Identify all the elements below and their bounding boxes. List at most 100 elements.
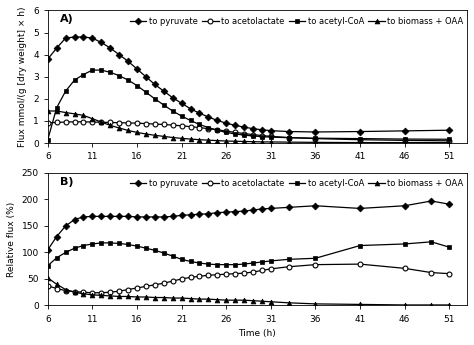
to pyruvate: [63, 224, 68, 228]
to pyruvate: [45, 248, 51, 252]
to pyruvate: [152, 82, 158, 87]
to pyruvate: [206, 115, 211, 119]
to acetolactate: [223, 129, 229, 133]
to acetyl-CoA: [72, 246, 77, 250]
Text: A): A): [60, 14, 74, 24]
to acetyl-CoA: [447, 137, 452, 141]
to biomass + OAA: [197, 297, 202, 301]
to acetolactate: [179, 277, 184, 281]
to acetyl-CoA: [250, 134, 256, 138]
to acetyl-CoA: [99, 241, 104, 245]
to pyruvate: [206, 211, 211, 216]
to acetolactate: [447, 272, 452, 276]
to biomass + OAA: [259, 140, 264, 144]
to acetyl-CoA: [45, 264, 51, 268]
to acetyl-CoA: [286, 136, 292, 140]
to acetyl-CoA: [232, 132, 238, 136]
to pyruvate: [143, 215, 149, 219]
to acetyl-CoA: [206, 126, 211, 130]
to biomass + OAA: [250, 140, 256, 144]
to pyruvate: [250, 127, 256, 131]
to pyruvate: [134, 215, 140, 219]
to acetyl-CoA: [259, 260, 264, 264]
to acetolactate: [45, 121, 51, 125]
to biomass + OAA: [402, 140, 408, 145]
to pyruvate: [357, 129, 363, 134]
to biomass + OAA: [143, 295, 149, 299]
to acetyl-CoA: [161, 251, 166, 255]
to biomass + OAA: [54, 109, 60, 113]
to pyruvate: [63, 36, 68, 40]
to acetyl-CoA: [206, 262, 211, 266]
to pyruvate: [179, 213, 184, 217]
to acetyl-CoA: [402, 137, 408, 141]
X-axis label: Time (h): Time (h): [238, 329, 276, 338]
to acetolactate: [170, 123, 175, 127]
to acetolactate: [188, 275, 193, 279]
to biomass + OAA: [268, 140, 273, 144]
to acetyl-CoA: [357, 244, 363, 248]
to acetyl-CoA: [268, 259, 273, 263]
to acetolactate: [72, 289, 77, 294]
to pyruvate: [402, 204, 408, 208]
to biomass + OAA: [357, 302, 363, 306]
to acetyl-CoA: [99, 68, 104, 72]
to acetolactate: [116, 289, 122, 293]
to pyruvate: [250, 208, 256, 212]
to pyruvate: [447, 202, 452, 206]
to pyruvate: [197, 111, 202, 115]
to acetyl-CoA: [357, 137, 363, 141]
to biomass + OAA: [81, 292, 86, 296]
to acetyl-CoA: [197, 261, 202, 265]
to acetolactate: [152, 122, 158, 126]
to biomass + OAA: [152, 133, 158, 137]
to pyruvate: [197, 212, 202, 216]
to acetyl-CoA: [241, 262, 247, 266]
to acetolactate: [214, 273, 220, 277]
to pyruvate: [312, 204, 318, 208]
to pyruvate: [241, 209, 247, 213]
Text: B): B): [60, 177, 74, 187]
to acetolactate: [188, 125, 193, 129]
to pyruvate: [170, 214, 175, 218]
to biomass + OAA: [108, 294, 113, 298]
to acetyl-CoA: [259, 135, 264, 139]
to pyruvate: [125, 214, 131, 218]
to acetyl-CoA: [179, 114, 184, 118]
to biomass + OAA: [161, 295, 166, 299]
to pyruvate: [170, 96, 175, 100]
Line: to biomass + OAA: to biomass + OAA: [46, 275, 452, 307]
to acetyl-CoA: [232, 263, 238, 267]
to pyruvate: [357, 206, 363, 210]
to pyruvate: [241, 125, 247, 129]
to acetyl-CoA: [223, 263, 229, 267]
to acetyl-CoA: [223, 130, 229, 135]
to pyruvate: [99, 214, 104, 218]
to acetolactate: [134, 121, 140, 125]
to acetyl-CoA: [125, 243, 131, 247]
to pyruvate: [81, 35, 86, 39]
to biomass + OAA: [170, 296, 175, 300]
to acetolactate: [197, 274, 202, 278]
to acetyl-CoA: [54, 256, 60, 260]
to biomass + OAA: [63, 110, 68, 115]
to pyruvate: [286, 205, 292, 209]
to pyruvate: [108, 214, 113, 218]
to pyruvate: [143, 75, 149, 79]
Line: to acetolactate: to acetolactate: [46, 119, 452, 143]
to acetolactate: [357, 138, 363, 142]
to acetyl-CoA: [143, 246, 149, 250]
to acetyl-CoA: [63, 89, 68, 93]
to biomass + OAA: [447, 140, 452, 145]
to biomass + OAA: [116, 294, 122, 298]
to acetyl-CoA: [188, 118, 193, 122]
to acetolactate: [179, 124, 184, 128]
to acetolactate: [170, 279, 175, 283]
to acetyl-CoA: [152, 248, 158, 253]
to acetyl-CoA: [63, 250, 68, 255]
to pyruvate: [402, 129, 408, 133]
to acetolactate: [108, 120, 113, 125]
Y-axis label: Flux mmol/(g [dry weight] × h): Flux mmol/(g [dry weight] × h): [18, 7, 27, 147]
to acetyl-CoA: [447, 245, 452, 249]
to acetyl-CoA: [214, 263, 220, 267]
